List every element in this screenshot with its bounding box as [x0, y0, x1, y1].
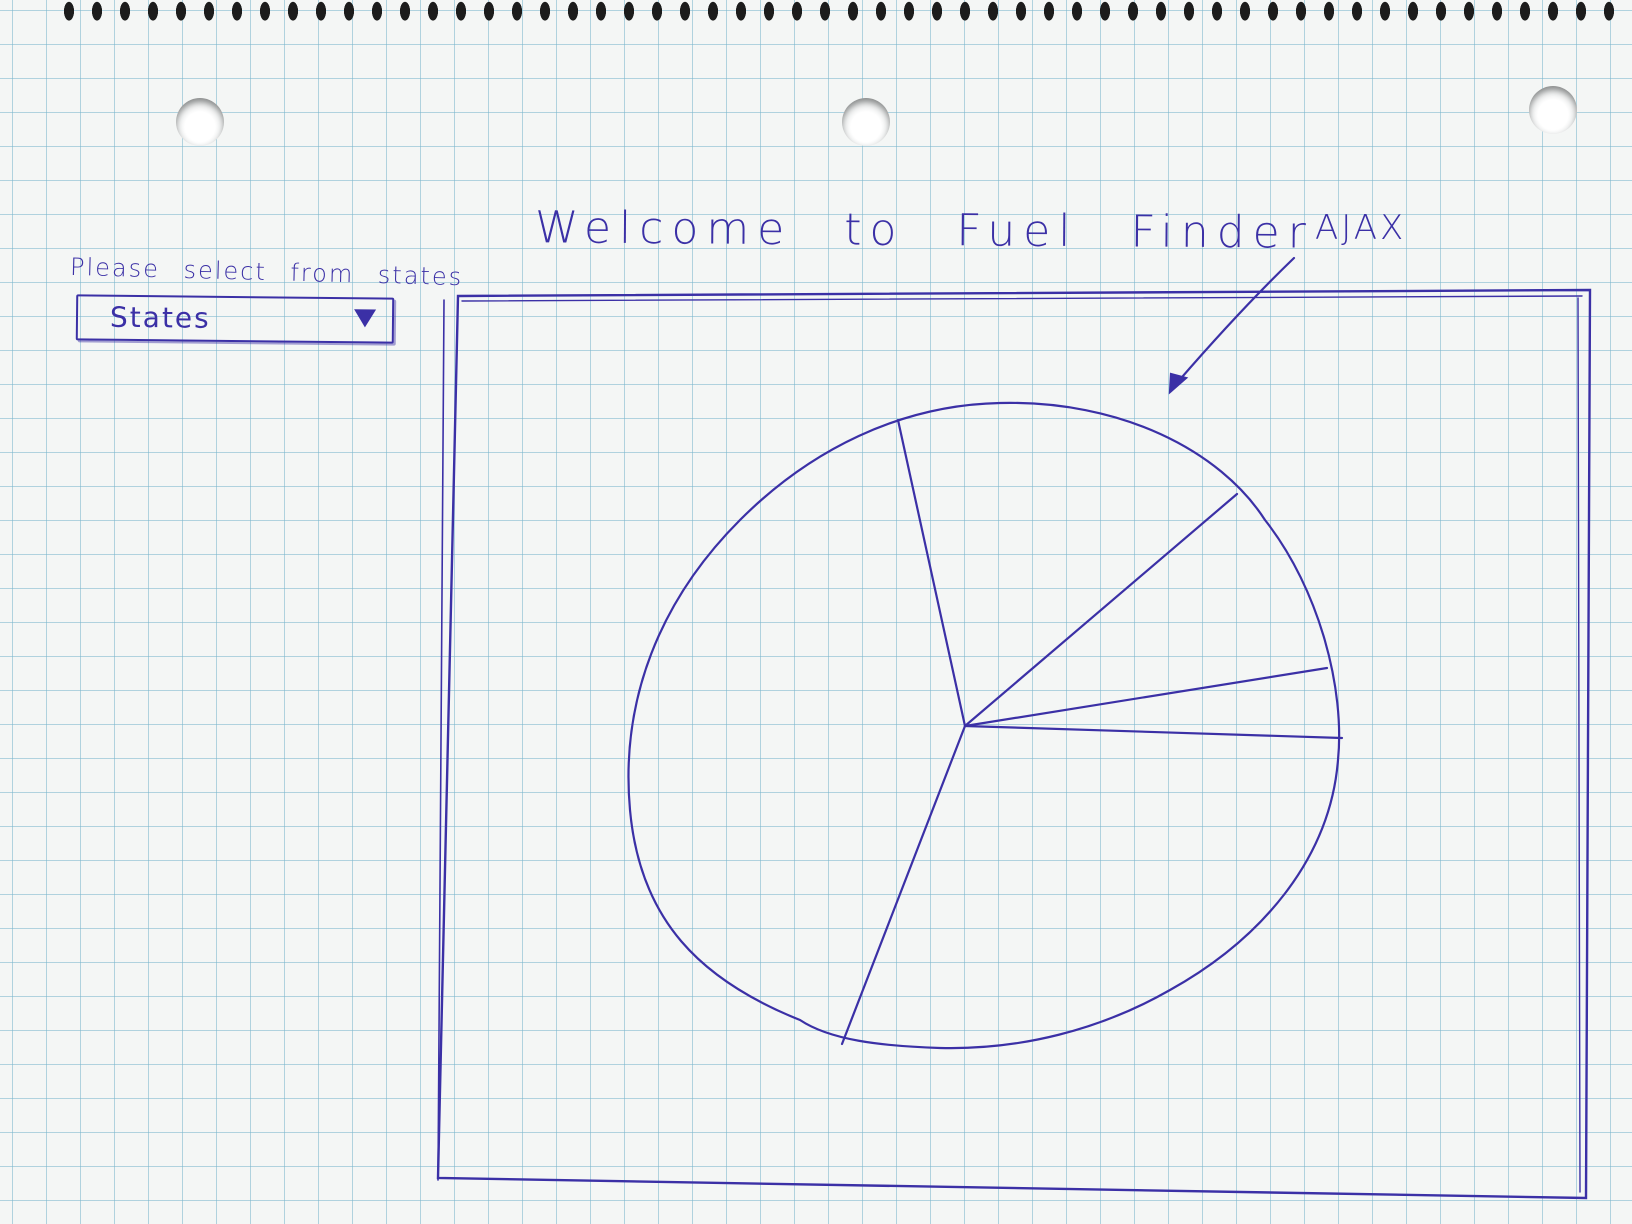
- pie-slice-divider: [896, 418, 967, 728]
- ajax-annotation: AJAX: [1315, 208, 1407, 248]
- pie-slice-divider: [840, 724, 967, 1046]
- page-title: Welcome to Fuel Finder: [534, 202, 1314, 259]
- punch-hole-right: [1529, 86, 1577, 134]
- pie-chart-placeholder: [627, 401, 1344, 1050]
- chart-frame: [436, 288, 1592, 1200]
- arrow-icon: [1168, 256, 1296, 395]
- state-select-value: States: [109, 300, 211, 335]
- pie-slice-divider: [963, 492, 1239, 728]
- chevron-down-icon[interactable]: [353, 309, 377, 328]
- punch-hole-center: [842, 98, 890, 146]
- spiral-binding: [55, 0, 1632, 28]
- pie-slice-divider: [963, 666, 1329, 728]
- pie-outline: [627, 401, 1341, 1050]
- pie-slice-divider: [963, 724, 1344, 740]
- state-select-label: Please select from states: [69, 252, 464, 292]
- punch-hole-left: [176, 98, 224, 146]
- state-select[interactable]: States: [75, 294, 395, 344]
